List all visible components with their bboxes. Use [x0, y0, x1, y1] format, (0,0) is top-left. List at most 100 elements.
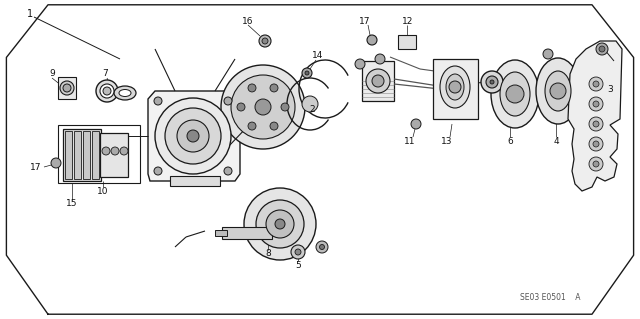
Text: 17: 17 — [359, 17, 371, 26]
Circle shape — [224, 97, 232, 105]
Text: 11: 11 — [404, 137, 416, 145]
Circle shape — [355, 59, 365, 69]
Circle shape — [550, 83, 566, 99]
Text: 4: 4 — [553, 137, 559, 145]
Circle shape — [372, 75, 384, 87]
Circle shape — [275, 219, 285, 229]
Text: 7: 7 — [102, 70, 108, 78]
Circle shape — [187, 130, 199, 142]
Bar — [170, 176, 220, 186]
Text: 8: 8 — [265, 249, 271, 258]
Ellipse shape — [545, 71, 571, 111]
Circle shape — [593, 81, 599, 87]
Polygon shape — [148, 91, 240, 181]
Circle shape — [367, 35, 377, 45]
Circle shape — [366, 69, 390, 93]
Circle shape — [154, 167, 162, 175]
Circle shape — [593, 121, 599, 127]
Circle shape — [100, 84, 114, 98]
Bar — [58, 125, 140, 183]
Text: 15: 15 — [67, 199, 77, 209]
Circle shape — [60, 81, 74, 95]
Circle shape — [255, 99, 271, 115]
Circle shape — [231, 75, 295, 139]
Circle shape — [259, 35, 271, 47]
Text: SE03 E0501    A: SE03 E0501 A — [520, 293, 580, 301]
Bar — [65, 131, 72, 179]
Bar — [58, 77, 76, 99]
Circle shape — [302, 96, 318, 112]
Ellipse shape — [500, 72, 530, 116]
Circle shape — [165, 108, 221, 164]
Text: 1: 1 — [27, 9, 33, 19]
Circle shape — [262, 38, 268, 44]
Circle shape — [305, 71, 309, 75]
Ellipse shape — [119, 90, 131, 97]
Circle shape — [589, 77, 603, 91]
Circle shape — [237, 103, 245, 111]
Bar — [100, 133, 128, 177]
Bar — [222, 227, 272, 239]
Circle shape — [593, 101, 599, 107]
Circle shape — [302, 68, 312, 78]
Bar — [215, 230, 227, 236]
Circle shape — [490, 80, 494, 84]
Bar — [74, 131, 81, 179]
Circle shape — [593, 161, 599, 167]
Ellipse shape — [446, 74, 464, 100]
Circle shape — [96, 80, 118, 102]
Circle shape — [224, 167, 232, 175]
Circle shape — [596, 43, 608, 55]
Text: 16: 16 — [243, 17, 253, 26]
Ellipse shape — [491, 60, 539, 128]
Text: 13: 13 — [441, 137, 452, 145]
Circle shape — [120, 147, 128, 155]
Circle shape — [316, 241, 328, 253]
Bar — [63, 129, 101, 181]
Ellipse shape — [114, 86, 136, 100]
Text: 5: 5 — [295, 261, 301, 270]
Circle shape — [411, 119, 421, 129]
Circle shape — [270, 122, 278, 130]
Circle shape — [486, 76, 498, 88]
Circle shape — [103, 87, 111, 95]
Text: 9: 9 — [49, 70, 55, 78]
Text: 6: 6 — [507, 137, 513, 145]
Circle shape — [248, 122, 256, 130]
Circle shape — [244, 188, 316, 260]
Circle shape — [593, 141, 599, 147]
Circle shape — [51, 158, 61, 168]
Circle shape — [589, 137, 603, 151]
Circle shape — [589, 117, 603, 131]
Circle shape — [221, 65, 305, 149]
Text: 3: 3 — [607, 85, 613, 93]
Circle shape — [248, 84, 256, 92]
Text: 14: 14 — [312, 51, 324, 61]
Circle shape — [177, 120, 209, 152]
Circle shape — [599, 46, 605, 52]
Bar — [92, 131, 99, 179]
Circle shape — [543, 49, 553, 59]
Circle shape — [111, 147, 119, 155]
Circle shape — [506, 85, 524, 103]
Circle shape — [291, 245, 305, 259]
Circle shape — [295, 249, 301, 255]
Ellipse shape — [440, 66, 470, 108]
Circle shape — [266, 210, 294, 238]
Circle shape — [63, 84, 71, 92]
Circle shape — [256, 200, 304, 248]
Circle shape — [319, 244, 324, 249]
Text: 10: 10 — [97, 187, 109, 196]
Bar — [362, 61, 394, 101]
Bar — [433, 59, 478, 119]
Circle shape — [589, 97, 603, 111]
Bar — [83, 131, 90, 179]
Ellipse shape — [536, 58, 580, 124]
Circle shape — [154, 97, 162, 105]
Circle shape — [375, 54, 385, 64]
Circle shape — [481, 71, 503, 93]
Circle shape — [102, 147, 110, 155]
Bar — [398, 35, 416, 49]
Circle shape — [449, 81, 461, 93]
Text: 2: 2 — [309, 105, 315, 114]
